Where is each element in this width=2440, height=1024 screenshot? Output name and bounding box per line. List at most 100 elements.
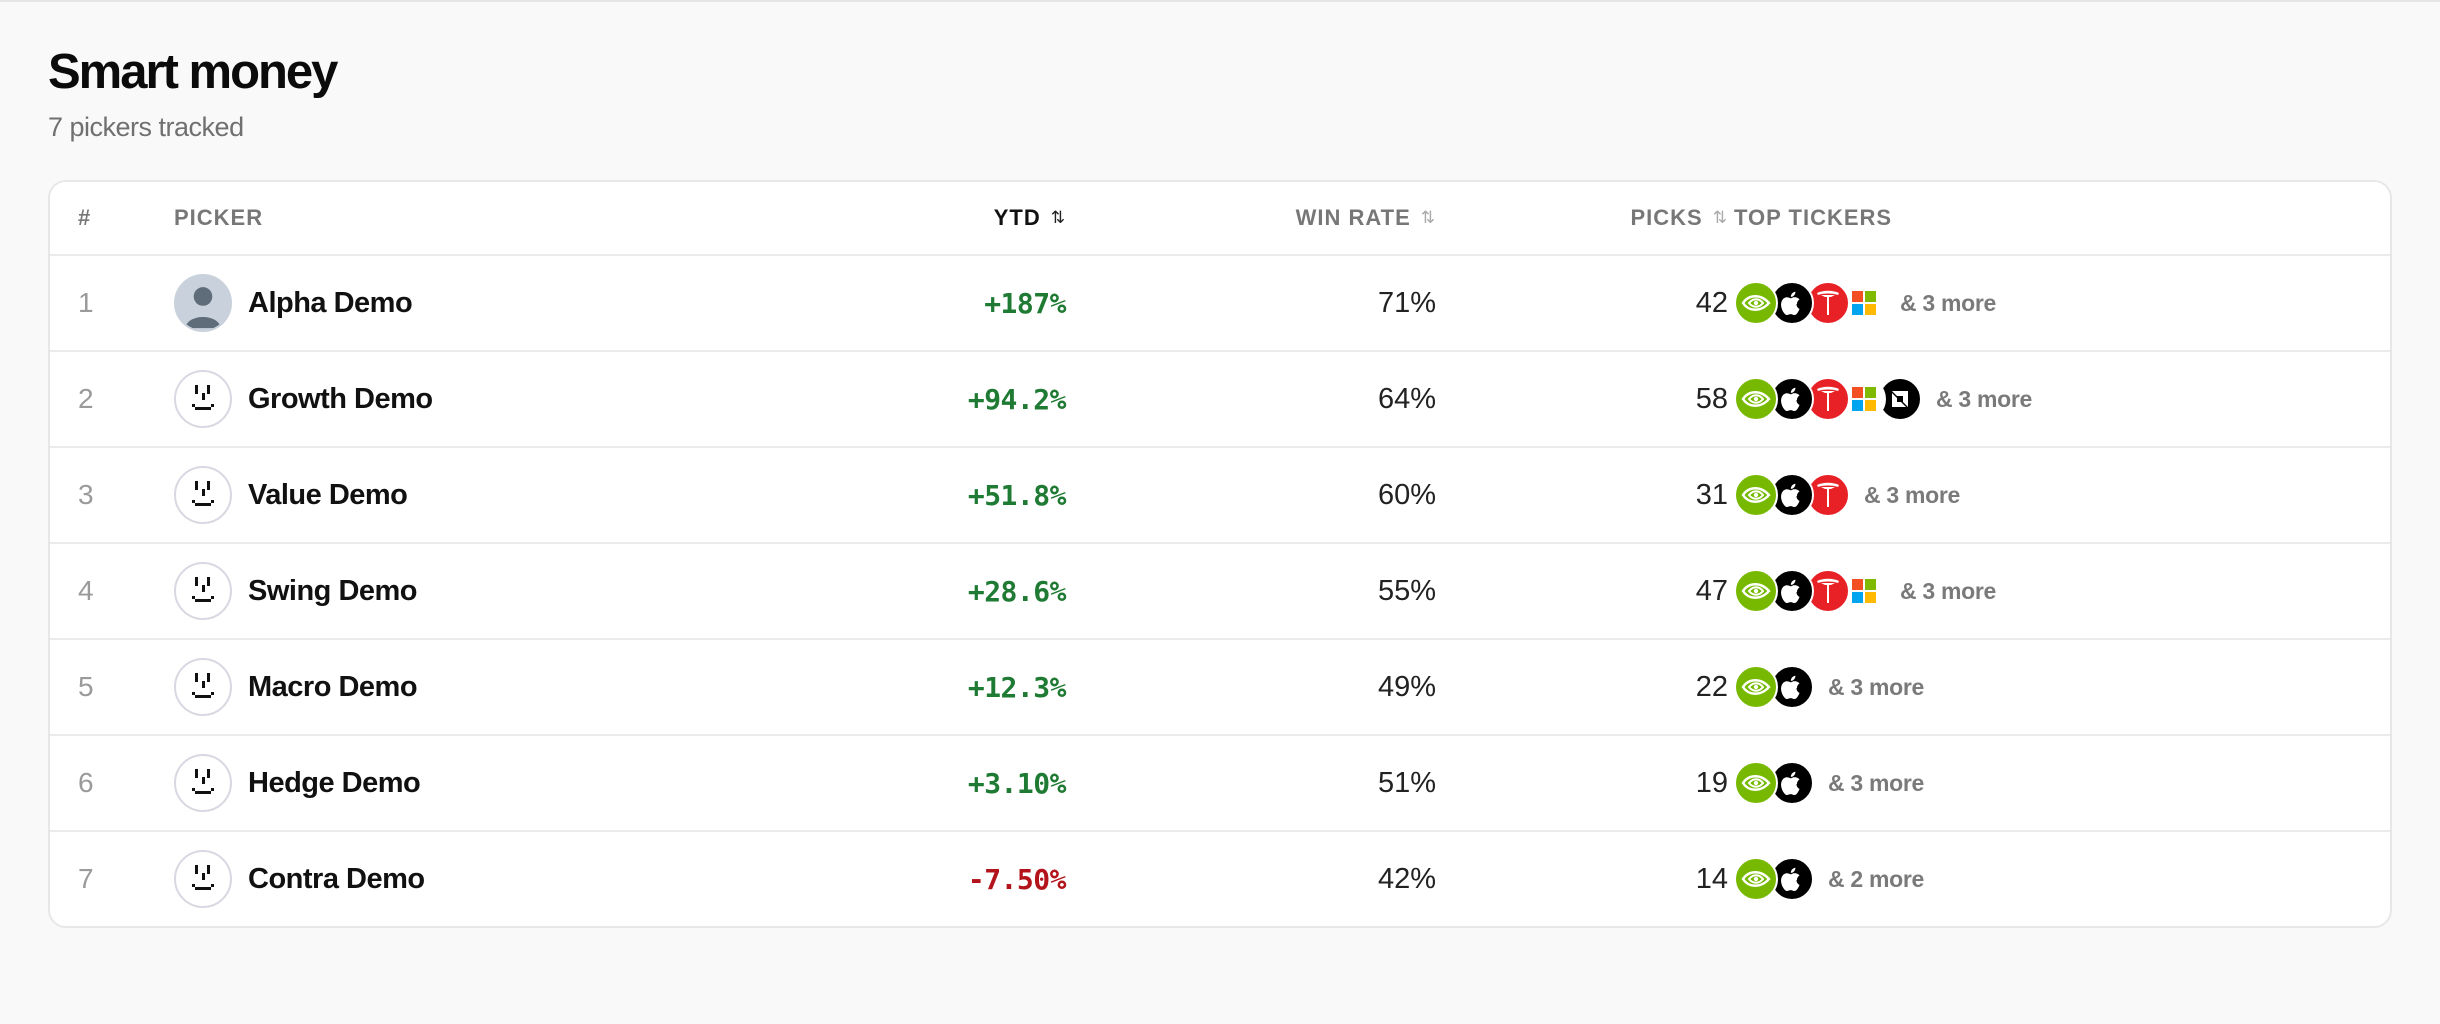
picker-cell[interactable]: Value Demo: [174, 448, 674, 542]
rank-cell: 1: [78, 256, 138, 350]
ytd-cell: +94.2%: [610, 352, 1067, 446]
nvidia-logo-icon[interactable]: [1734, 281, 1778, 325]
more-tickers-link[interactable]: & 3 more: [1936, 385, 2033, 412]
microsoft-logo-icon[interactable]: [1842, 281, 1886, 325]
apple-logo-icon[interactable]: [1770, 377, 1814, 421]
top-tickers-cell: & 3 more: [1734, 736, 2374, 830]
avatar[interactable]: [174, 274, 232, 332]
picker-name[interactable]: Hedge Demo: [248, 766, 421, 799]
nvidia-logo-icon[interactable]: [1734, 857, 1778, 901]
ytd-cell: -7.50%: [610, 832, 1067, 926]
picker-cell[interactable]: Swing Demo: [174, 544, 674, 638]
win-rate-value: 55%: [1377, 574, 1436, 607]
rank-cell: 4: [78, 544, 138, 638]
rank-cell: 7: [78, 832, 138, 926]
rank: 4: [78, 575, 94, 606]
top-tickers-cell: & 3 more: [1734, 256, 2374, 350]
more-tickers-link[interactable]: & 3 more: [1900, 577, 1997, 604]
avatar[interactable]: [174, 850, 232, 908]
apple-logo-icon[interactable]: [1770, 665, 1814, 709]
column-header-rank-label: #: [78, 205, 92, 230]
tesla-logo-icon[interactable]: [1806, 281, 1850, 325]
column-header-win-rate[interactable]: WIN RATE ⇅: [1066, 182, 1436, 254]
more-tickers-link[interactable]: & 2 more: [1828, 865, 1925, 892]
top-tickers-cell: & 2 more: [1734, 832, 2374, 926]
nvidia-logo-icon[interactable]: [1734, 665, 1778, 709]
nvidia-logo-icon[interactable]: [1734, 473, 1778, 517]
picks-cell: 58: [1436, 352, 1728, 446]
nvidia-logo-icon[interactable]: [1734, 377, 1778, 421]
ytd-cell: +12.3%: [610, 640, 1067, 734]
leaderboard-table: # PICKER YTD ⇅ WIN RATE ⇅ PICKS ⇅ TOP TICKE…: [48, 180, 2392, 928]
win-rate-cell: 49%: [1066, 640, 1436, 734]
more-tickers-link[interactable]: & 3 more: [1828, 769, 1925, 796]
avatar[interactable]: [174, 370, 232, 428]
rank-cell: 5: [78, 640, 138, 734]
ytd-value: -7.50%: [967, 862, 1067, 896]
picks-cell: 47: [1436, 544, 1728, 638]
picks-cell: 19: [1436, 736, 1728, 830]
avatar[interactable]: [174, 466, 232, 524]
sort-icon[interactable]: ⇅: [1420, 208, 1436, 227]
picks-cell: 22: [1436, 640, 1728, 734]
picker-cell[interactable]: Growth Demo: [174, 352, 674, 446]
picks-value: 58: [1695, 382, 1728, 415]
win-rate-value: 71%: [1377, 286, 1436, 319]
picker-cell[interactable]: Alpha Demo: [174, 256, 674, 350]
page-subtitle: 7 pickers tracked: [48, 112, 244, 142]
more-tickers-link[interactable]: & 3 more: [1828, 673, 1925, 700]
picks-value: 22: [1695, 670, 1728, 703]
picker-name[interactable]: Macro Demo: [248, 670, 418, 703]
rank: 1: [78, 287, 94, 318]
win-rate-value: 60%: [1377, 478, 1436, 511]
column-header-picks[interactable]: PICKS ⇅: [1436, 182, 1728, 254]
picks-value: 47: [1695, 574, 1728, 607]
picker-name[interactable]: Growth Demo: [248, 382, 433, 415]
table-row[interactable]: 4 Swing Demo +28.6% 55% 47 & 3 more: [50, 542, 2390, 638]
rank-cell: 6: [78, 736, 138, 830]
column-header-rank: #: [78, 182, 138, 254]
rank: 6: [78, 767, 94, 798]
win-rate-cell: 60%: [1066, 448, 1436, 542]
sort-icon[interactable]: ⇅: [1050, 208, 1066, 227]
picker-cell[interactable]: Contra Demo: [174, 832, 674, 926]
picker-name[interactable]: Value Demo: [248, 478, 408, 511]
table-header: # PICKER YTD ⇅ WIN RATE ⇅ PICKS ⇅ TOP TICKE…: [50, 182, 2390, 254]
nvidia-logo-icon[interactable]: [1734, 569, 1778, 613]
picks-value: 31: [1695, 478, 1728, 511]
avatar[interactable]: [174, 658, 232, 716]
table-row[interactable]: 1 Alpha Demo +187% 71% 42 & 3 more: [50, 254, 2390, 350]
win-rate-cell: 42%: [1066, 832, 1436, 926]
column-header-picks-label: PICKS: [1630, 205, 1703, 230]
picker-name[interactable]: Swing Demo: [248, 574, 418, 607]
column-header-ytd[interactable]: YTD ⇅: [610, 182, 1066, 254]
column-header-top-tickers-label: TOP TICKERS: [1734, 205, 1893, 230]
table-row[interactable]: 6 Hedge Demo +3.10% 51% 19 & 3 more: [50, 734, 2390, 830]
table-row[interactable]: 3 Value Demo +51.8% 60% 31 & 3 more: [50, 446, 2390, 542]
nvidia-logo-icon[interactable]: [1734, 761, 1778, 805]
win-rate-value: 51%: [1377, 766, 1436, 799]
more-tickers-link[interactable]: & 3 more: [1864, 481, 1961, 508]
picker-name[interactable]: Contra Demo: [248, 862, 425, 895]
table-row[interactable]: 5 Macro Demo +12.3% 49% 22 & 3 more: [50, 638, 2390, 734]
avatar[interactable]: [174, 562, 232, 620]
table-row[interactable]: 2 Growth Demo +94.2% 64% 58 & 3 more: [50, 350, 2390, 446]
column-header-picker: PICKER: [174, 182, 674, 254]
apple-logo-icon[interactable]: [1770, 569, 1814, 613]
column-header-ytd-label: YTD: [993, 205, 1041, 230]
sort-icon[interactable]: ⇅: [1712, 208, 1728, 227]
ytd-value: +51.8%: [967, 478, 1067, 512]
win-rate-value: 64%: [1377, 382, 1436, 415]
avatar[interactable]: [174, 754, 232, 812]
win-rate-cell: 51%: [1066, 736, 1436, 830]
picker-cell[interactable]: Hedge Demo: [174, 736, 674, 830]
more-tickers-link[interactable]: & 3 more: [1900, 289, 1997, 316]
ytd-value: +187%: [984, 286, 1066, 320]
rank: 7: [78, 863, 94, 894]
table-row[interactable]: 7 Contra Demo -7.50% 42% 14 & 2 more: [50, 830, 2390, 926]
picker-name[interactable]: Alpha Demo: [248, 286, 413, 319]
apple-logo-icon[interactable]: [1770, 857, 1814, 901]
top-tickers-cell: & 3 more: [1734, 352, 2374, 446]
picker-cell[interactable]: Macro Demo: [174, 640, 674, 734]
column-header-win-rate-label: WIN RATE: [1295, 205, 1411, 230]
